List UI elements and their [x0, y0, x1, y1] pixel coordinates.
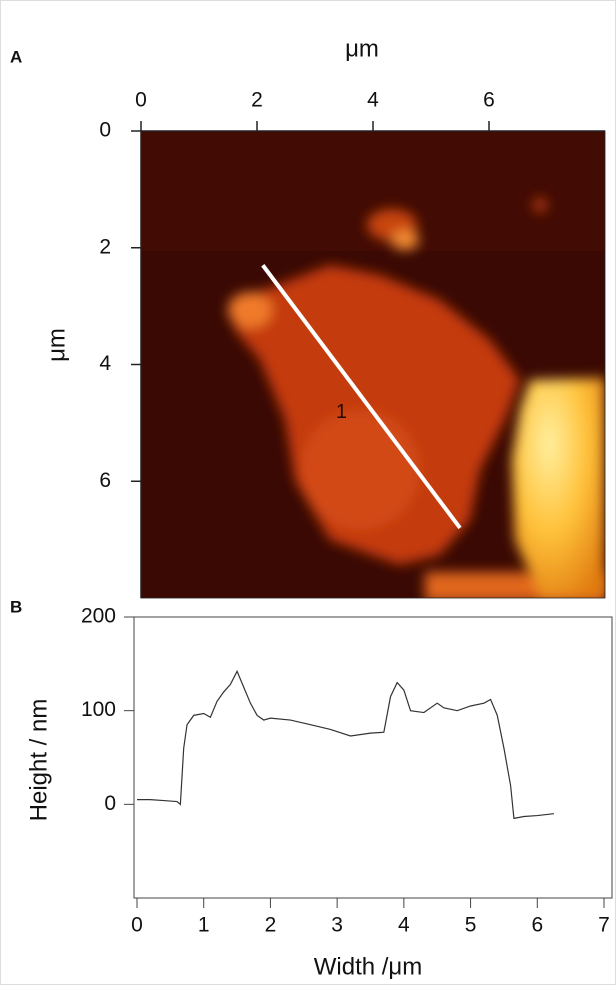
y-tick-label: 6 [99, 469, 111, 492]
x-tick-label: 6 [483, 89, 495, 112]
profile-line [261, 264, 462, 530]
panel-label: A [10, 47, 22, 66]
y-tick-label: 0 [99, 119, 111, 142]
x-tick-label: 3 [331, 914, 343, 937]
x-tick-label: 4 [398, 914, 410, 937]
y-tick-label: 0 [104, 792, 116, 815]
y-tick-label: 2 [99, 235, 111, 258]
x-tick-label: 0 [135, 89, 147, 112]
profile-curve [137, 669, 555, 820]
y-tick-label: 200 [81, 605, 116, 628]
y-axis-title: μm [43, 328, 70, 362]
panel-label: B [10, 597, 22, 616]
x-tick-label: 1 [198, 914, 210, 937]
x-tick-label: 4 [367, 89, 379, 112]
y-tick-label: 4 [99, 352, 111, 375]
x-axis-title: Width /μm [314, 953, 423, 980]
profile-label: 1 [336, 401, 347, 423]
y-axis-title: Height / nm [25, 699, 52, 822]
x-tick-label: 0 [131, 914, 143, 937]
plot-frame-b [133, 616, 613, 899]
x-tick-label: 2 [251, 89, 263, 112]
x-tick-label: 6 [531, 914, 543, 937]
x-axis-title: μm [345, 35, 379, 62]
y-tick-label: 100 [81, 698, 116, 721]
x-tick-label: 7 [598, 914, 610, 937]
x-tick-label: 2 [265, 914, 277, 937]
afm-image [141, 131, 605, 598]
x-tick-label: 5 [465, 914, 477, 937]
